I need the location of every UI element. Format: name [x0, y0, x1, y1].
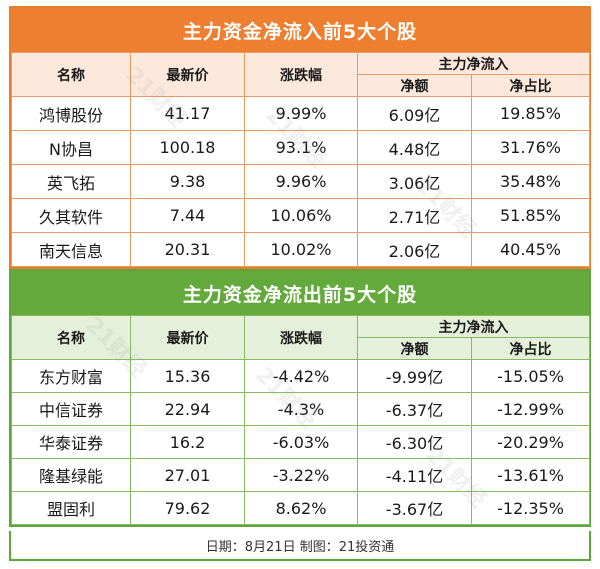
stock-name: 中信证券: [11, 392, 131, 426]
table-row: 中信证券 22.94 -4.3% -6.37亿 -12.99%: [11, 392, 590, 426]
stock-ratio: 51.85%: [471, 198, 590, 233]
inflow-panel: 主力资金净流入前5大个股 名称 最新价 涨跌幅 主力净流入 净额 净占比 鸿博股…: [9, 6, 591, 269]
stock-price: 41.17: [130, 96, 245, 131]
stock-ratio: 40.45%: [471, 232, 590, 267]
stock-price: 16.2: [130, 425, 245, 459]
stock-name: 鸿博股份: [11, 96, 131, 131]
header-change: 涨跌幅: [244, 52, 358, 97]
table-row: 华泰证券 16.2 -6.03% -6.30亿 -20.29%: [11, 425, 590, 459]
stock-net: 2.71亿: [357, 198, 472, 233]
stock-price: 20.31: [130, 232, 245, 267]
footer-note: 日期：8月21日 制图：21投资通: [9, 531, 591, 561]
stock-price: 27.01: [130, 458, 245, 492]
header-net: 净额: [357, 74, 472, 97]
stock-change: -4.42%: [244, 359, 358, 393]
stock-price: 15.36: [130, 359, 245, 393]
stock-change: 93.1%: [244, 130, 358, 165]
stock-ratio: -20.29%: [471, 425, 590, 459]
stock-change: -3.22%: [244, 458, 358, 492]
header-group: 主力净流入: [357, 52, 590, 75]
stock-net: -3.67亿: [357, 491, 472, 525]
header-price: 最新价: [130, 52, 245, 97]
stock-change: -4.3%: [244, 392, 358, 426]
table-row: 鸿博股份 41.17 9.99% 6.09亿 19.85%: [11, 96, 590, 131]
stock-ratio: -15.05%: [471, 359, 590, 393]
table-row: 东方财富 15.36 -4.42% -9.99亿 -15.05%: [11, 359, 590, 393]
outflow-title: 主力资金净流出前5大个股: [11, 271, 589, 315]
header-name: 名称: [11, 315, 131, 360]
stock-ratio: -12.35%: [471, 491, 590, 525]
stock-net: 4.48亿: [357, 130, 472, 165]
inflow-table: 名称 最新价 涨跌幅 主力净流入 净额 净占比 鸿博股份 41.17 9.99%…: [11, 52, 590, 267]
stock-ratio: -13.61%: [471, 458, 590, 492]
table-row: 英飞拓 9.38 9.96% 3.06亿 35.48%: [11, 164, 590, 199]
header-net: 净额: [357, 337, 472, 360]
stock-name: 英飞拓: [11, 164, 131, 199]
stock-change: 10.02%: [244, 232, 358, 267]
table-row: N协昌 100.18 93.1% 4.48亿 31.76%: [11, 130, 590, 165]
table-row: 南天信息 20.31 10.02% 2.06亿 40.45%: [11, 232, 590, 267]
stock-ratio: 35.48%: [471, 164, 590, 199]
stock-change: 9.96%: [244, 164, 358, 199]
stock-price: 9.38: [130, 164, 245, 199]
header-ratio: 净占比: [471, 337, 590, 360]
stock-price: 22.94: [130, 392, 245, 426]
stock-net: -6.30亿: [357, 425, 472, 459]
stock-ratio: -12.99%: [471, 392, 590, 426]
inflow-title: 主力资金净流入前5大个股: [11, 8, 589, 52]
stock-change: 8.62%: [244, 491, 358, 525]
stock-ratio: 31.76%: [471, 130, 590, 165]
stock-net: -4.11亿: [357, 458, 472, 492]
stock-net: -9.99亿: [357, 359, 472, 393]
stock-change: 10.06%: [244, 198, 358, 233]
stock-price: 79.62: [130, 491, 245, 525]
stock-name: 隆基绿能: [11, 458, 131, 492]
stock-name: 久其软件: [11, 198, 131, 233]
stock-name: N协昌: [11, 130, 131, 165]
stock-net: 2.06亿: [357, 232, 472, 267]
table-row: 久其软件 7.44 10.06% 2.71亿 51.85%: [11, 198, 590, 233]
stock-change: 9.99%: [244, 96, 358, 131]
stock-net: -6.37亿: [357, 392, 472, 426]
stock-name: 盟固利: [11, 491, 131, 525]
header-price: 最新价: [130, 315, 245, 360]
stock-name: 华泰证券: [11, 425, 131, 459]
table-row: 隆基绿能 27.01 -3.22% -4.11亿 -13.61%: [11, 458, 590, 492]
stock-change: -6.03%: [244, 425, 358, 459]
stock-name: 东方财富: [11, 359, 131, 393]
outflow-panel: 主力资金净流出前5大个股 名称 最新价 涨跌幅 主力净流入 净额 净占比 东方财…: [9, 269, 591, 527]
stock-name: 南天信息: [11, 232, 131, 267]
stock-net: 6.09亿: [357, 96, 472, 131]
stock-net: 3.06亿: [357, 164, 472, 199]
outflow-table: 名称 最新价 涨跌幅 主力净流入 净额 净占比 东方财富 15.36 -4.42…: [11, 315, 590, 525]
stock-ratio: 19.85%: [471, 96, 590, 131]
stock-price: 100.18: [130, 130, 245, 165]
table-row: 盟固利 79.62 8.62% -3.67亿 -12.35%: [11, 491, 590, 525]
stock-price: 7.44: [130, 198, 245, 233]
header-change: 涨跌幅: [244, 315, 358, 360]
header-ratio: 净占比: [471, 74, 590, 97]
header-group: 主力净流入: [357, 315, 590, 338]
header-name: 名称: [11, 52, 131, 97]
